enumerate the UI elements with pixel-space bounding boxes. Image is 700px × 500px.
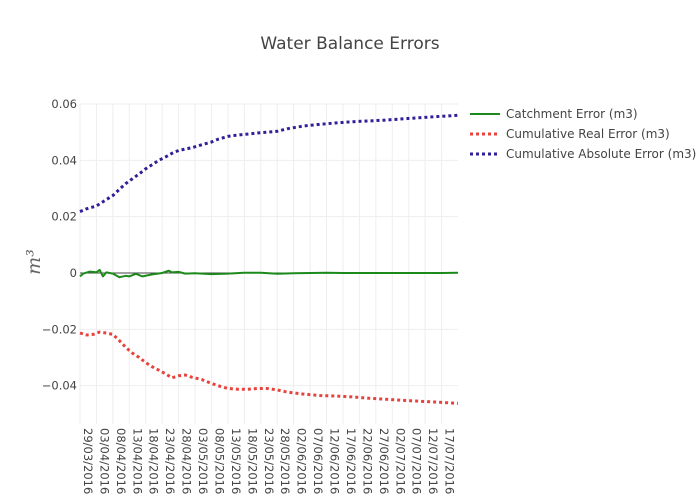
y-tick-label: −0.02 [42,322,77,336]
x-tick-label: 17/06/2016 [344,428,358,494]
x-tick-layer: 29/03/2016 03/04/2016 08/04/2016 13/04/2016… [81,428,457,494]
x-tick-label: 18/04/2016 [147,428,161,494]
x-tick-label: 18/05/2016 [245,428,259,494]
x-tick-label: 02/07/2016 [393,428,407,494]
x-tick-label: 07/07/2016 [410,428,424,494]
x-tick-label: 12/07/2016 [426,428,440,494]
x-tick-label: 07/06/2016 [311,428,325,494]
y-tick-label: 0.06 [51,97,77,111]
series-line [79,330,459,405]
legend-item[interactable]: Cumulative Absolute Error (m3) [470,147,696,161]
legend-item[interactable]: Cumulative Real Error (m3) [470,127,670,141]
x-tick-label: 03/04/2016 [97,428,111,494]
series-line [79,113,459,213]
x-tick-label: 28/05/2016 [278,428,292,494]
x-tick-label: 03/05/2016 [196,428,210,494]
legend-label: Cumulative Absolute Error (m3) [506,147,696,161]
x-tick-label: 08/05/2016 [212,428,226,494]
legend[interactable]: Catchment Error (m3) Cumulative Real Erro… [470,107,696,161]
y-tick-layer: −0.04 −0.02 0 0.02 0.04 0.06 [42,97,77,393]
legend-label: Cumulative Real Error (m3) [506,127,670,141]
x-tick-label: 12/06/2016 [328,428,342,494]
x-tick-label: 13/04/2016 [130,428,144,494]
x-tick-label: 08/04/2016 [114,428,128,494]
grid-layer [79,103,458,424]
x-tick-label: 23/05/2016 [262,428,276,494]
series-line [79,268,459,279]
chart-title: Water Balance Errors [260,34,440,54]
x-tick-label: 02/06/2016 [295,428,309,494]
y-tick-label: −0.04 [42,379,77,393]
x-tick-label: 28/04/2016 [180,428,194,494]
x-tick-label: 17/07/2016 [443,428,457,494]
x-tick-label: 23/04/2016 [163,428,177,494]
x-tick-label: 27/06/2016 [377,428,391,494]
x-tick-label: 13/05/2016 [229,428,243,494]
x-tick-label: 22/06/2016 [360,428,374,494]
legend-item[interactable]: Catchment Error (m3) [470,107,638,121]
series-layer [79,113,459,405]
y-tick-label: 0 [70,266,77,280]
x-tick-label: 29/03/2016 [81,428,95,494]
y-tick-label: 0.02 [51,210,77,224]
y-axis-label: m³ [23,249,45,275]
legend-label: Catchment Error (m3) [506,107,638,121]
y-tick-label: 0.04 [51,153,77,167]
